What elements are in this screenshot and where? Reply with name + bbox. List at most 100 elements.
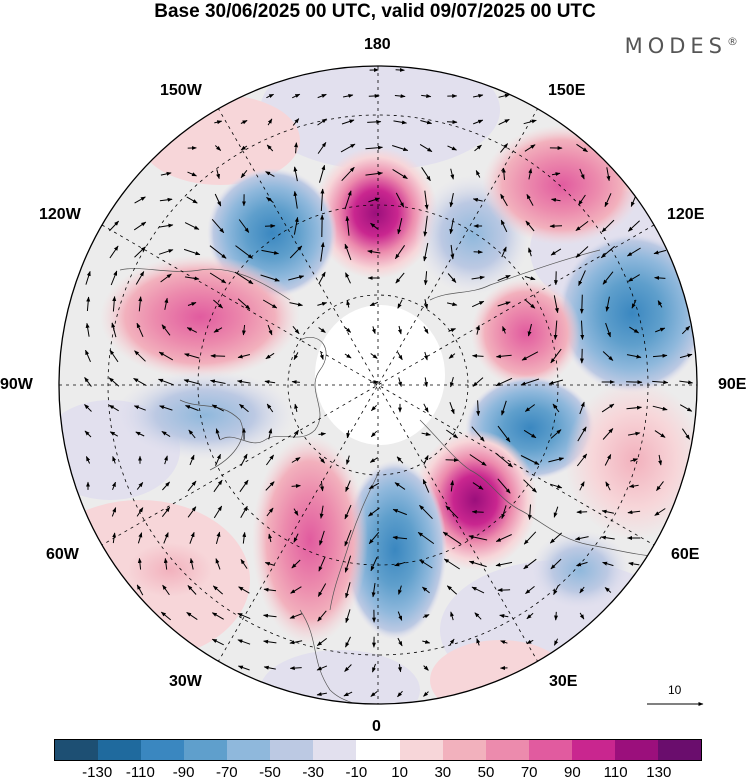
wind-vector-arrow xyxy=(265,454,275,466)
polar-calm-region xyxy=(315,305,445,445)
wind-vector-arrow xyxy=(158,351,174,361)
wind-vector-arrow xyxy=(187,302,197,306)
wind-vector-arrow xyxy=(604,193,612,208)
wind-vector-arrow xyxy=(316,638,328,646)
colorbar-tick-label: -110 xyxy=(125,764,155,781)
wind-vector-arrow xyxy=(293,429,299,439)
wind-vector-arrow xyxy=(421,167,431,182)
wind-vector-arrow xyxy=(653,249,667,255)
wind-vector-arrow xyxy=(344,504,352,520)
wind-vector-arrow xyxy=(211,404,225,412)
wind-vector-arrow xyxy=(523,558,537,570)
wind-vector-arrow xyxy=(345,609,351,624)
wind-vector-arrow xyxy=(681,428,691,440)
wind-vector-arrow xyxy=(450,244,455,260)
colorbar-tick-label: 10 xyxy=(391,764,408,781)
wind-vector-arrow xyxy=(263,587,277,592)
wind-vector-arrow xyxy=(600,245,616,259)
wind-vector-arrow xyxy=(213,505,223,519)
wind-vector-arrow xyxy=(344,664,352,672)
wind-vector-arrow xyxy=(396,456,404,464)
wind-vector-arrow xyxy=(523,119,537,125)
wind-vector-arrow xyxy=(318,271,326,285)
wind-vector-arrow xyxy=(240,120,248,125)
wind-vector-arrow xyxy=(109,245,119,259)
wind-vector-arrow xyxy=(551,172,561,177)
wind-vector-arrow xyxy=(550,248,562,256)
wind-vector-arrow xyxy=(397,611,403,621)
reference-vector-arrow xyxy=(647,702,704,706)
colorbar xyxy=(54,739,702,761)
wind-vector-arrow xyxy=(421,94,432,99)
wind-vector-arrow xyxy=(289,666,302,671)
wind-vector-arrow xyxy=(85,349,91,362)
wind-vector-arrow xyxy=(317,141,327,154)
map-boundary xyxy=(58,65,698,705)
wind-vector-arrow xyxy=(109,349,119,363)
wind-vector-arrow xyxy=(341,166,355,182)
wind-vector-arrow xyxy=(423,242,429,262)
wind-vector-arrow xyxy=(372,663,376,673)
wind-vector-arrow xyxy=(293,216,299,235)
wind-vector-arrow xyxy=(424,299,429,310)
wind-vector-arrow xyxy=(446,429,459,439)
wind-vector-arrow xyxy=(422,586,430,594)
wind-vector-arrow xyxy=(501,505,507,520)
wind-vector-arrow xyxy=(294,403,299,413)
colorbar-tick-label: -70 xyxy=(215,764,238,781)
wind-vector-arrow xyxy=(497,301,511,307)
wind-vector-arrow xyxy=(679,404,693,412)
negative-cell-95w xyxy=(115,370,295,460)
wind-vector-arrow xyxy=(521,351,539,361)
wind-vector-arrow xyxy=(468,535,488,541)
wind-vector-arrow xyxy=(472,197,483,202)
wind-vector-arrow xyxy=(214,193,222,207)
wind-vector-arrow xyxy=(212,585,224,595)
wind-vector-arrow xyxy=(293,190,298,209)
colorbar-segment xyxy=(227,740,271,760)
wind-vector-arrow xyxy=(241,324,246,336)
wind-vector-arrow xyxy=(419,504,433,520)
wind-vector-arrow xyxy=(398,585,402,595)
wind-vector-arrow xyxy=(397,217,403,235)
wind-vector-arrow xyxy=(553,295,559,314)
modes-logo: MODES® xyxy=(625,34,738,58)
wind-vector-arrow xyxy=(474,612,482,620)
wind-vector-arrow xyxy=(345,272,351,284)
wind-vector-arrow xyxy=(320,480,325,492)
wind-vector-arrow xyxy=(211,638,224,646)
wind-vector-arrow xyxy=(234,271,254,285)
wind-vector-arrow xyxy=(497,425,511,443)
lon-label-120e: 120E xyxy=(667,206,705,223)
lon-label-0: 0 xyxy=(372,718,381,735)
wind-vector-arrow xyxy=(368,507,380,517)
wind-vector-arrow xyxy=(346,430,351,439)
wind-vector-arrow xyxy=(447,273,457,283)
wind-vector-arrow xyxy=(288,275,305,281)
wind-vector-arrow xyxy=(346,455,350,465)
wind-vector-arrow xyxy=(602,351,614,361)
wind-vector-arrow xyxy=(112,532,117,544)
wind-vector-arrow xyxy=(263,665,276,670)
wind-vector-arrow xyxy=(265,352,275,360)
wind-vector-arrow xyxy=(523,479,537,493)
wind-vector-arrow xyxy=(551,198,561,202)
wind-vector-arrow xyxy=(656,481,664,491)
wind-vector-arrow xyxy=(184,353,200,359)
positive-cell-115w xyxy=(100,255,300,379)
wind-vector-arrow xyxy=(111,481,116,490)
wind-vector-arrow xyxy=(501,400,507,416)
wind-vector-arrow xyxy=(240,169,248,179)
wind-vector-arrow xyxy=(549,224,563,229)
wind-vector-arrow xyxy=(240,505,248,518)
wind-vector-arrow xyxy=(576,453,588,467)
wind-vector-arrow xyxy=(237,379,251,384)
wind-vector-arrow xyxy=(368,197,381,203)
wind-vector-arrow xyxy=(392,535,408,540)
wind-vector-arrow xyxy=(395,192,405,208)
wind-vector-arrow xyxy=(160,611,172,621)
wind-vector-arrow xyxy=(163,557,168,570)
wind-vector-arrow xyxy=(344,190,352,210)
wind-vector-arrow xyxy=(111,322,117,338)
wind-vector-arrow xyxy=(320,188,325,212)
